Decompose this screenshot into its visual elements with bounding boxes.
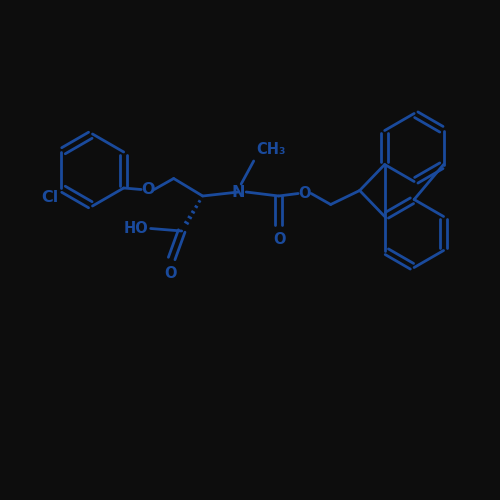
Text: CH₃: CH₃: [256, 142, 286, 157]
Text: O: O: [141, 182, 154, 197]
Text: Cl: Cl: [42, 190, 59, 206]
Text: HO: HO: [124, 221, 148, 236]
Text: N: N: [232, 184, 245, 200]
Text: O: O: [274, 232, 286, 247]
Text: O: O: [164, 266, 177, 281]
Text: O: O: [298, 186, 311, 201]
